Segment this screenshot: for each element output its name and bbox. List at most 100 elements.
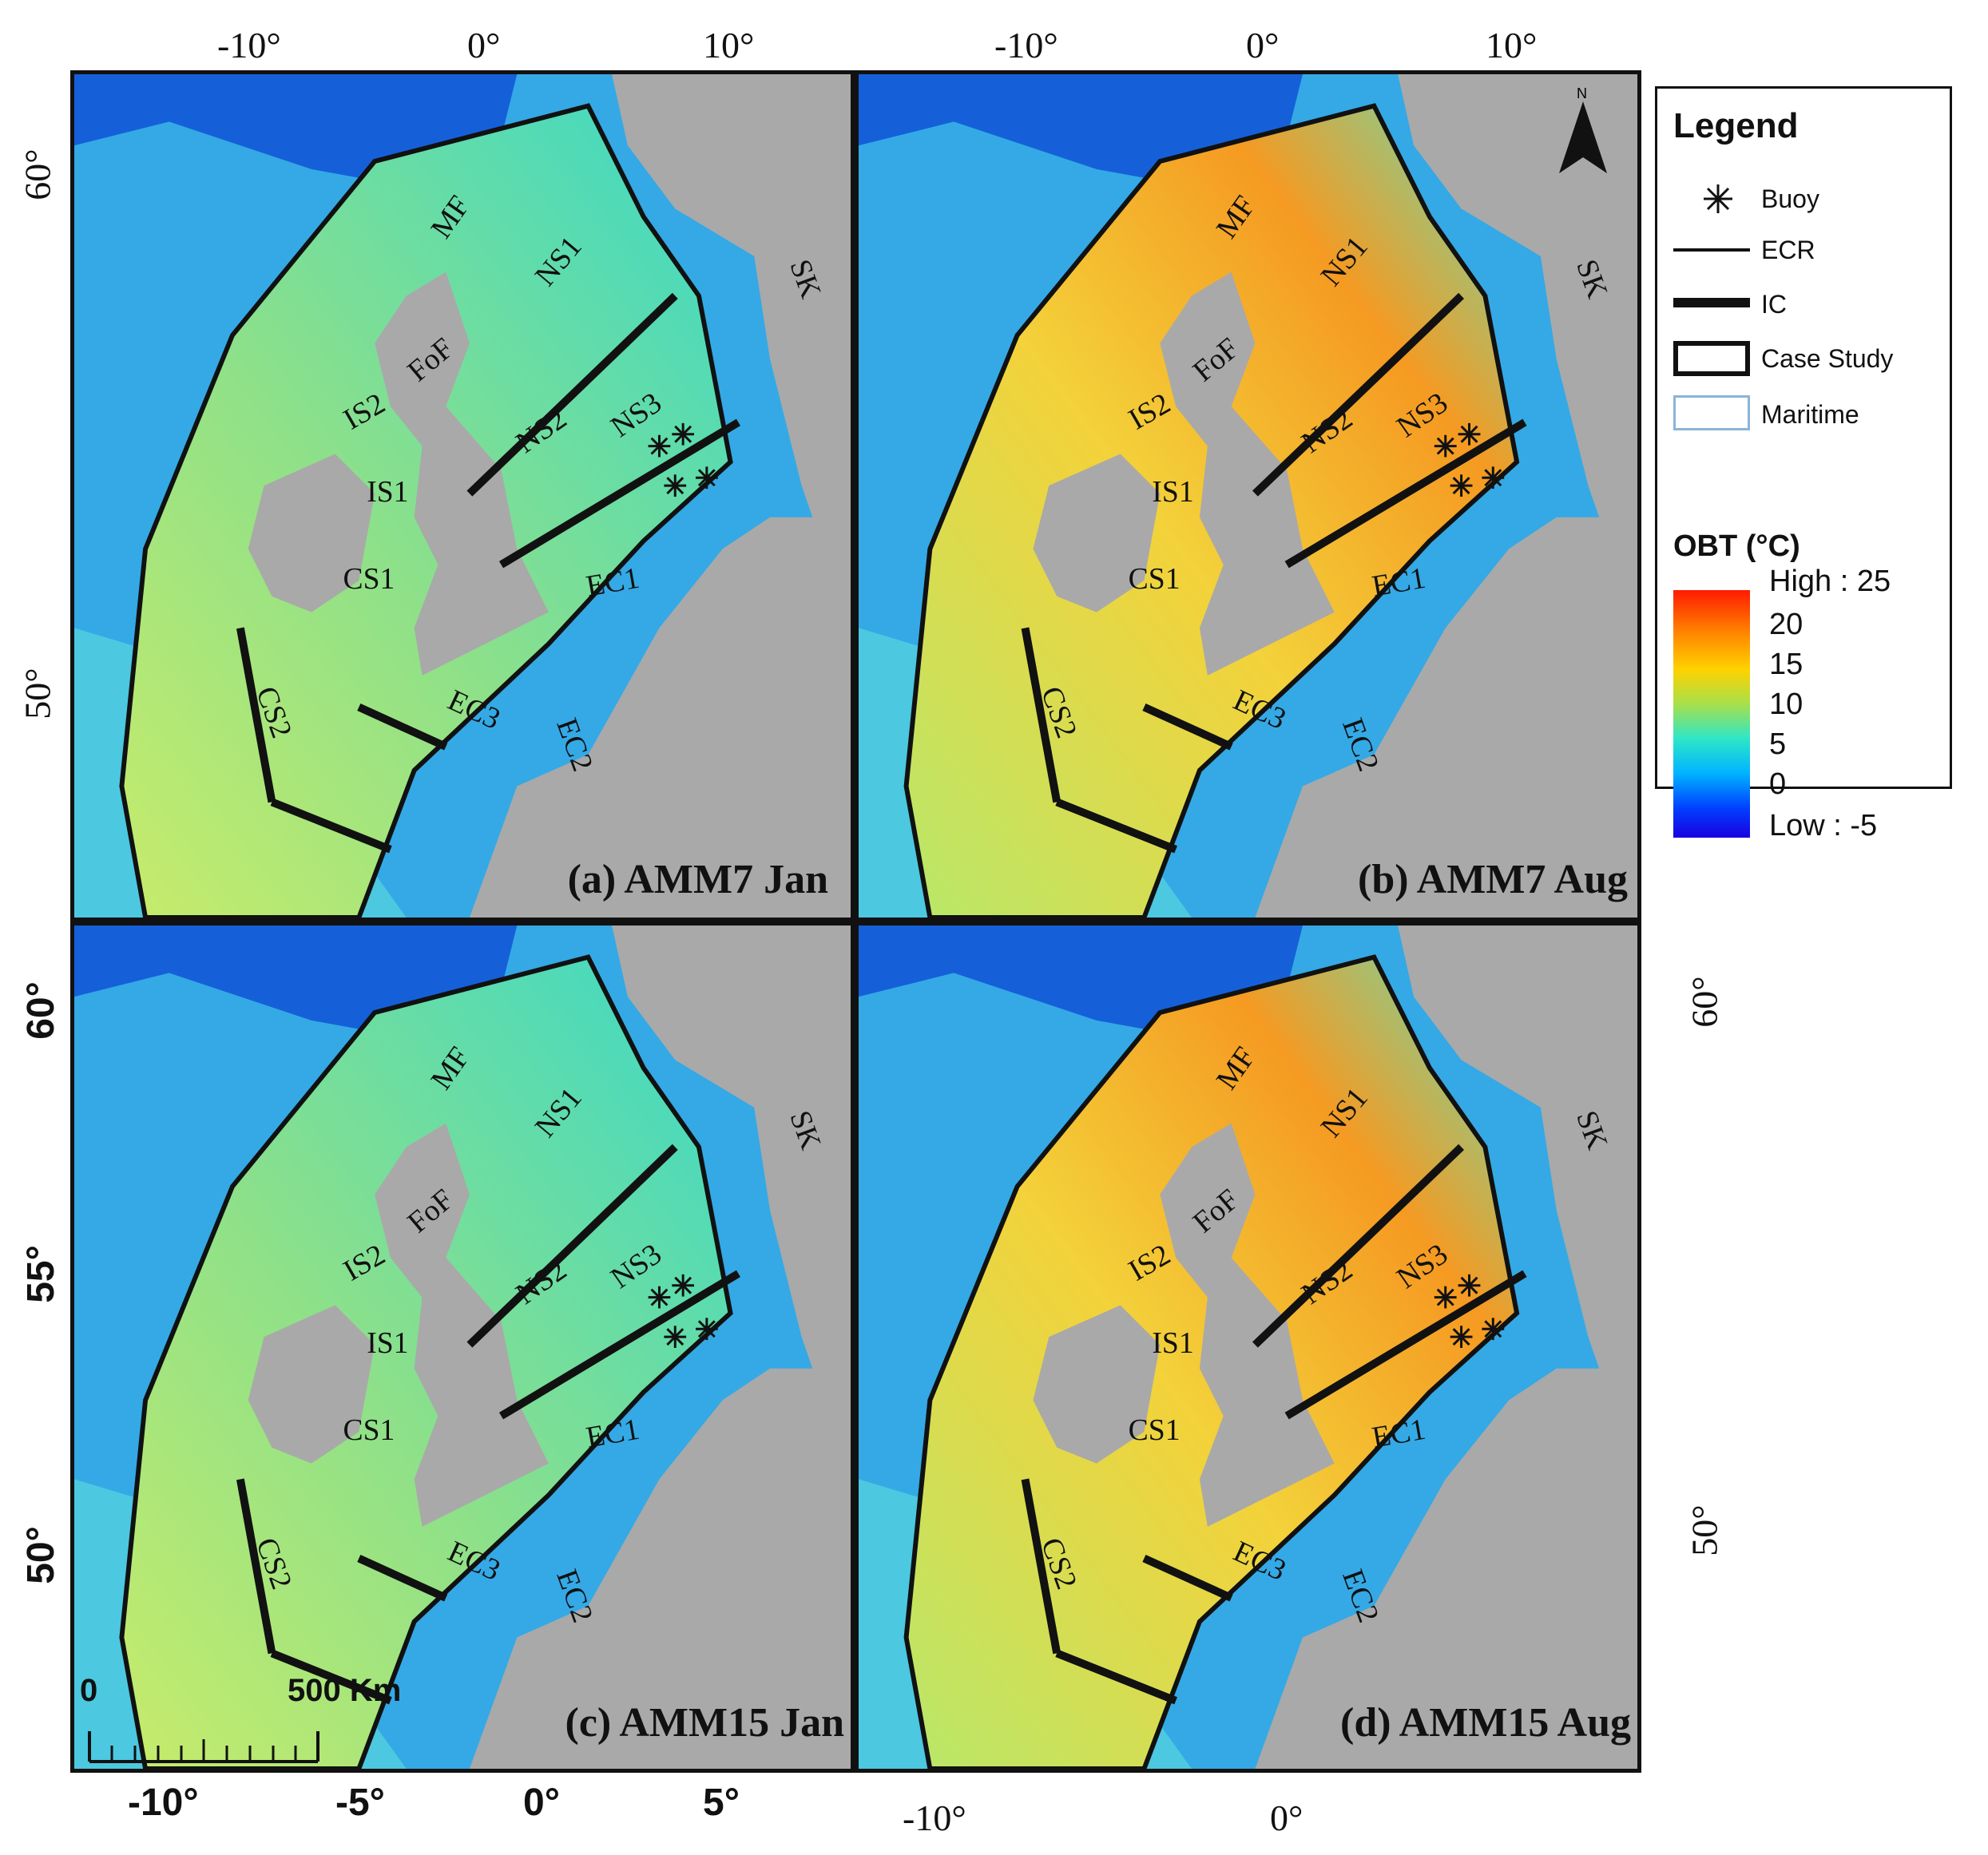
right-tick: 50° (1684, 1504, 1725, 1556)
great-britain-land (1160, 1123, 1335, 1527)
europe-land (1255, 517, 1637, 918)
ic-line-ns3 (1284, 1270, 1527, 1420)
scale-end-label: 500 Km (288, 1673, 402, 1708)
scale-start-label: 0 (80, 1673, 98, 1708)
region-label: CS1 (343, 1413, 395, 1447)
great-britain-land (1160, 272, 1335, 676)
bottom-tick: -10° (903, 1798, 966, 1838)
buoy-icon (695, 466, 718, 490)
panel-title: (b) AMM7 Aug (1358, 857, 1628, 902)
panel-title: (a) AMM7 Jan (567, 857, 828, 902)
legend-item-label: Maritime (1761, 400, 1859, 429)
ic-line-ns1 (1252, 1144, 1465, 1348)
ireland-land (1033, 1305, 1161, 1464)
ic-line-ns3 (498, 1270, 740, 1420)
top-tick: 0° (1246, 25, 1280, 65)
great-britain-land (375, 272, 549, 676)
legend-item-label: Buoy (1761, 184, 1819, 213)
panel-title: (d) AMM15 Aug (1340, 1700, 1631, 1746)
ramp-label: High : 25 (1769, 565, 1891, 598)
ic-line-cs2b (270, 1649, 392, 1705)
bottom-tick: -10° (128, 1782, 199, 1824)
region-label: IS1 (367, 475, 408, 509)
europe-land (1255, 1368, 1637, 1769)
ic-line-cs2b (1055, 798, 1177, 854)
ic-line-ec3 (1142, 1554, 1233, 1602)
ic-line-cs2 (236, 1478, 276, 1655)
thin-line-icon (1673, 248, 1750, 252)
buoy-icon (1450, 474, 1473, 497)
ic-line-ns3 (1284, 418, 1527, 569)
buoy-icon (1458, 1274, 1481, 1297)
region-label: CS1 (1129, 562, 1180, 596)
scandinavia-land (1398, 926, 1637, 1480)
ramp-label: 5 (1769, 727, 1787, 761)
legend: Legend Buoy ECR IC Case Study Maritime O… (1655, 86, 1952, 842)
panel-title: (c) AMM15 Jan (565, 1700, 844, 1746)
left-tick: 55° (19, 1245, 62, 1303)
ramp-label: 20 (1769, 608, 1803, 641)
top-tick: 10° (1486, 25, 1538, 65)
left-tick: 60° (17, 149, 58, 200)
buoy-icon (648, 1286, 671, 1309)
ic-line-cs2 (236, 627, 276, 803)
buoy-icon (1434, 1286, 1457, 1309)
ireland-land (248, 1305, 375, 1464)
ic-line-ns1 (466, 1144, 678, 1348)
ic-line-ec3 (357, 1554, 448, 1602)
ireland-land (248, 454, 375, 612)
map-panel-b: MF NS1 SK FoF IS2 NS2 NS3 IS1 CS1 EC1 CS2 EC3 EC2 (b… (855, 70, 1641, 922)
legend-title: Legend (1673, 106, 1799, 145)
ramp-label: 15 (1769, 648, 1803, 681)
buoy-icon (664, 1326, 687, 1348)
bottom-tick: 0° (1270, 1798, 1304, 1838)
region-label: CS1 (343, 562, 395, 596)
scandinavia-land (612, 926, 851, 1480)
left-tick: 50° (19, 1526, 62, 1584)
map-panel-a: MF NS1 SK FoF IS2 NS2 NS3 IS1 CS1 EC1 CS2 EC3 EC2 (a… (70, 70, 855, 922)
ic-line-ec3 (357, 703, 448, 751)
map-panel-c: MF NS1 SK FoF IS2 NS2 NS3 IS1 CS1 EC1 CS2 EC3 EC2 (c… (70, 922, 855, 1773)
bottom-tick: 0° (523, 1782, 560, 1824)
ic-line-cs2b (1055, 1649, 1177, 1705)
top-tick: 0° (467, 25, 501, 65)
top-tick: -10° (994, 25, 1058, 65)
ic-line-ec3 (1142, 703, 1233, 751)
top-tick: -10° (217, 25, 281, 65)
buoy-icon (664, 474, 687, 497)
legend-item-label: Case Study (1761, 344, 1894, 373)
left-tick: 60° (19, 981, 62, 1040)
ramp-label: 10 (1769, 688, 1803, 721)
europe-land (469, 517, 851, 918)
color-ramp (1673, 590, 1750, 838)
ramp-label: Low : -5 (1769, 809, 1878, 842)
ireland-land (1033, 454, 1161, 612)
north-label: N (1577, 85, 1587, 101)
buoy-icon (648, 434, 671, 458)
thick-line-icon (1673, 298, 1750, 307)
asterisk-icon (1704, 184, 1732, 213)
buoy-icon (1450, 1326, 1473, 1348)
legend-item-label: ECR (1761, 236, 1815, 264)
right-tick: 60° (1684, 976, 1725, 1028)
buoy-icon (1482, 1318, 1505, 1341)
bottom-tick: -5° (335, 1782, 385, 1824)
buoy-icon (695, 1318, 718, 1341)
scandinavia-land (612, 74, 851, 628)
north-arrow-icon: N (1559, 85, 1607, 173)
ic-line-ns1 (1252, 292, 1465, 497)
region-label: IS1 (1152, 475, 1193, 509)
legend-item-label: IC (1761, 290, 1787, 319)
great-britain-land (375, 1123, 549, 1527)
bottom-tick: 5° (703, 1782, 740, 1824)
region-label: CS1 (1129, 1413, 1180, 1447)
ic-line-cs2 (1021, 1478, 1061, 1655)
map-panel-d: MF NS1 SK FoF IS2 NS2 NS3 IS1 CS1 EC1 CS2 EC3 EC2 (d… (855, 922, 1641, 1773)
buoy-icon (672, 1274, 695, 1297)
scale-bar (88, 1731, 319, 1763)
region-label: IS1 (1152, 1326, 1193, 1360)
